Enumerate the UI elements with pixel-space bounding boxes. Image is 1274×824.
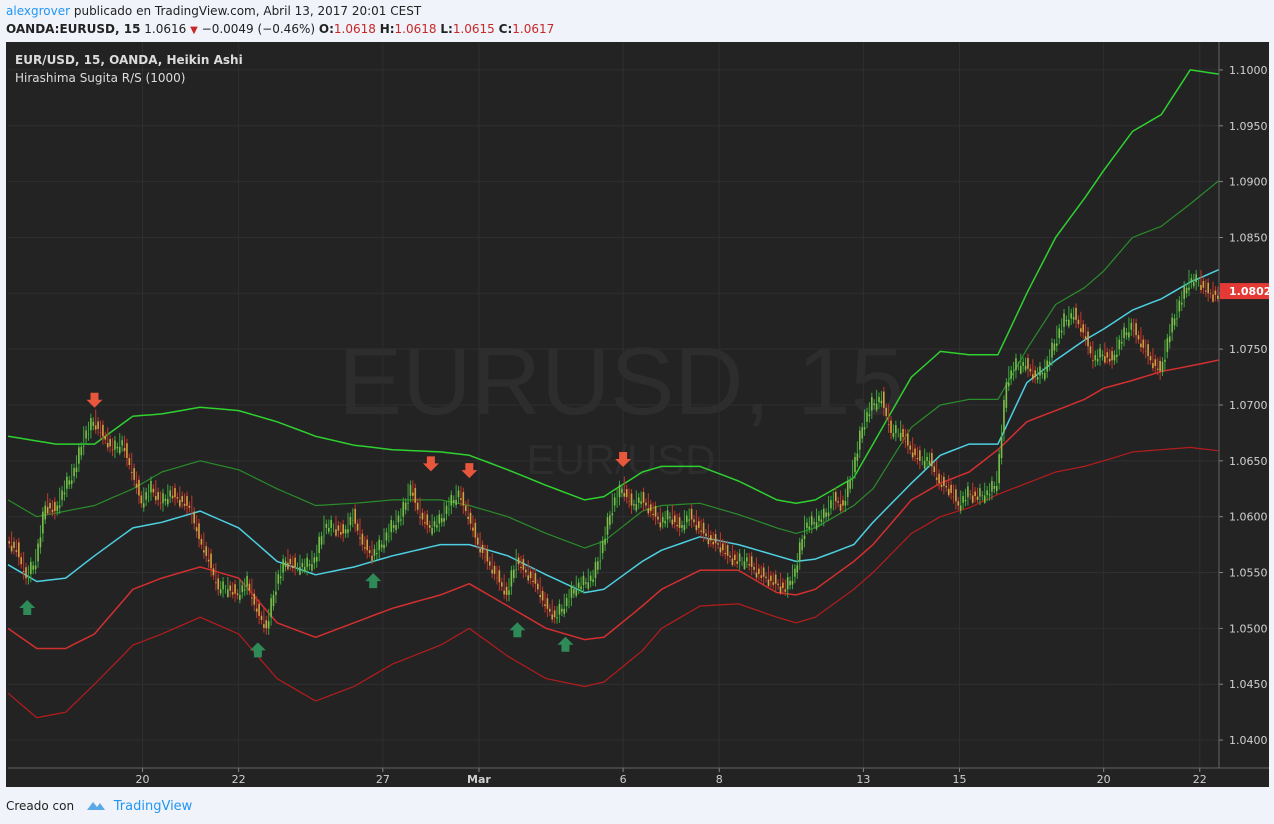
- sell-arrow-icon: [86, 392, 103, 408]
- tradingview-link[interactable]: TradingView: [113, 799, 193, 814]
- y-tick-label: 1.0650: [1229, 455, 1268, 468]
- y-tick-label: 1.0450: [1229, 678, 1268, 691]
- chart-svg: EURUSD, 15 EUR/USD 1.10001.09501.09001.0…: [7, 42, 1269, 786]
- band-line-r_outer: [7, 446, 1220, 719]
- sell-arrow-icon: [461, 463, 478, 479]
- watermark-main: EURUSD, 15: [338, 328, 904, 435]
- band-line-r_inner: [7, 359, 1220, 650]
- symbol-ohlc-bar: OANDA:EURUSD, 15 1.0616 ▼ −0.0049 (−0.46…: [6, 22, 554, 36]
- close-label: C:: [498, 22, 513, 36]
- y-tick-label: 1.0950: [1229, 120, 1268, 133]
- y-tick-label: 1.0550: [1229, 567, 1268, 580]
- signal-layer: [19, 392, 632, 658]
- x-tick-label: Mar: [467, 773, 491, 786]
- y-tick-label: 1.0900: [1229, 176, 1268, 189]
- chart-pane[interactable]: EURUSD, 15 EUR/USD 1.10001.09501.09001.0…: [6, 42, 1269, 787]
- y-tick-label: 1.0850: [1229, 231, 1268, 244]
- last-price-label: 1.0802: [1229, 285, 1269, 298]
- close-value: 1.0617: [512, 22, 555, 36]
- indicator-legend: Hirashima Sugita R/S (1000): [15, 71, 186, 85]
- band-line-g_outer: [7, 69, 1220, 505]
- symbol-name: OANDA:EURUSD, 15: [6, 22, 141, 36]
- high-label: H:: [379, 22, 395, 36]
- last-price-tag: [1220, 283, 1269, 300]
- published-text: publicado en TradingView.com, Abril 13, …: [73, 4, 422, 18]
- axes-layer: 1.10001.09501.09001.08501.08001.07501.07…: [8, 42, 1269, 786]
- last-price: 1.0616: [144, 22, 187, 36]
- open-value: 1.0618: [333, 22, 376, 36]
- band-line-cyan: [7, 268, 1220, 594]
- x-tick-label: 6: [620, 773, 627, 786]
- down-triangle-icon: ▼: [190, 25, 198, 36]
- tradingview-cloud-icon: [84, 798, 106, 815]
- x-tick-label: 20: [136, 773, 150, 786]
- x-tick-label: 27: [376, 773, 390, 786]
- chart-legend-title: EUR/USD, 15, OANDA, Heikin Ashi: [15, 53, 243, 67]
- y-tick-label: 1.0500: [1229, 622, 1268, 635]
- buy-arrow-icon: [19, 599, 36, 615]
- publish-info: alexgrover publicado en TradingView.com,…: [6, 4, 421, 18]
- author-link[interactable]: alexgrover: [6, 4, 71, 18]
- open-label: O:: [318, 22, 334, 36]
- y-tick-label: 1.0400: [1229, 734, 1268, 747]
- sell-arrow-icon: [422, 456, 439, 472]
- sell-arrow-icon: [615, 451, 632, 467]
- series-layer: [7, 69, 1220, 719]
- low-label: L:: [440, 22, 453, 36]
- y-tick-label: 1.0750: [1229, 343, 1268, 356]
- low-value: 1.0615: [452, 22, 495, 36]
- x-tick-label: 13: [856, 773, 870, 786]
- buy-arrow-icon: [557, 636, 574, 652]
- y-tick-label: 1.0700: [1229, 399, 1268, 412]
- x-tick-label: 22: [232, 773, 246, 786]
- grid-lines: [8, 42, 1219, 768]
- band-line-g_inner: [7, 180, 1220, 549]
- created-with-label: Creado con: [6, 799, 75, 813]
- footer: Creado con TradingView: [6, 798, 192, 815]
- high-value: 1.0618: [394, 22, 437, 36]
- y-tick-label: 1.1000: [1229, 64, 1268, 77]
- x-tick-label: 15: [953, 773, 967, 786]
- x-tick-label: 20: [1097, 773, 1111, 786]
- buy-arrow-icon: [249, 642, 266, 658]
- y-tick-label: 1.0600: [1229, 511, 1268, 524]
- buy-arrow-icon: [365, 573, 382, 589]
- buy-arrow-icon: [509, 622, 526, 638]
- x-tick-label: 22: [1193, 773, 1207, 786]
- x-tick-label: 8: [716, 773, 723, 786]
- price-change: −0.0049 (−0.46%): [201, 22, 316, 36]
